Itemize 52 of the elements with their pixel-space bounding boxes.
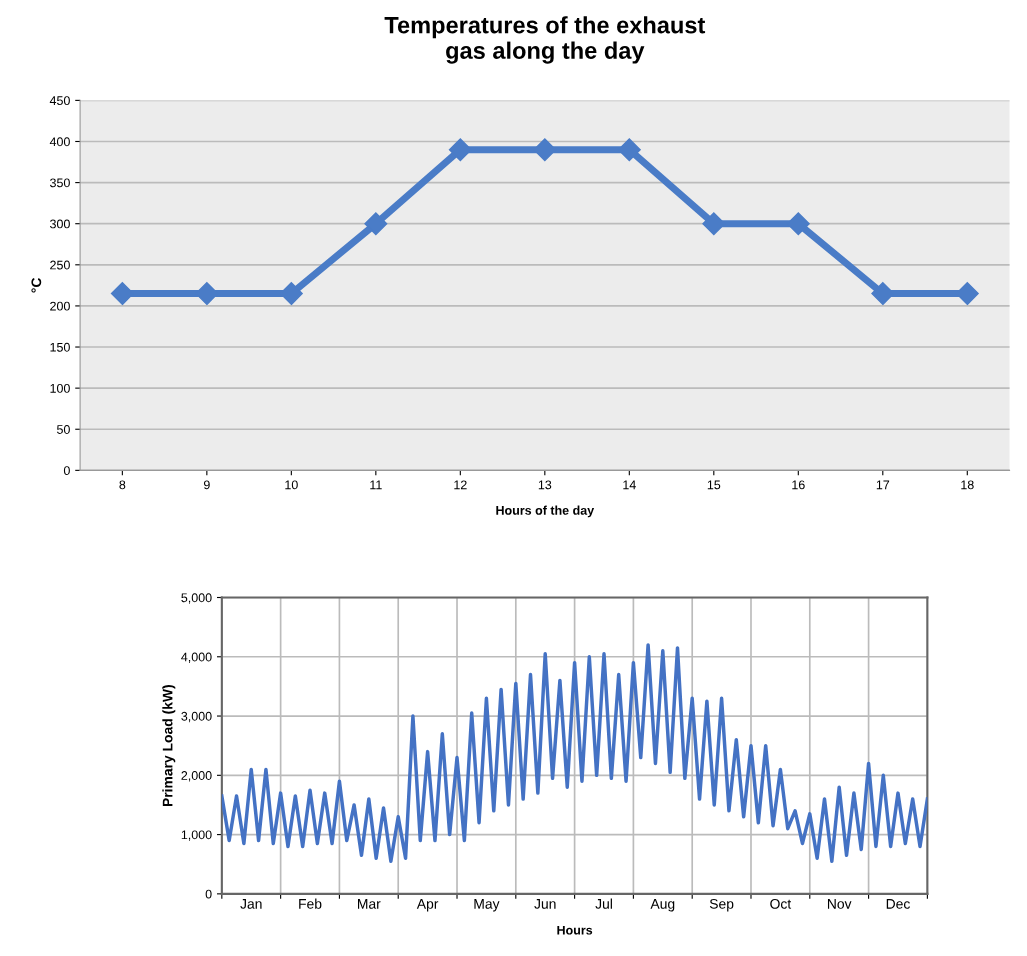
y-tick-label: 0 xyxy=(205,889,212,899)
x-tick-label: 11 xyxy=(370,480,382,490)
y-tick-label: 0 xyxy=(63,466,70,475)
x-tick-label: 17 xyxy=(876,480,890,490)
y-axis-title: °C xyxy=(31,277,42,293)
x-tick-label: Jul xyxy=(595,898,612,909)
point xyxy=(533,138,557,162)
y-tick-label: 400 xyxy=(49,137,70,147)
y-tick-label: 300 xyxy=(50,219,70,229)
x-tick-label: Jun xyxy=(534,899,556,909)
x-tick-label: 12 xyxy=(454,480,467,490)
x-tick-label: Dec xyxy=(886,899,910,909)
x-tick-label: 9 xyxy=(203,480,210,490)
y-tick-label: 3,000 xyxy=(181,711,212,723)
x-tick-label: 15 xyxy=(707,480,721,490)
point xyxy=(448,138,472,162)
x-tick-label: Jan xyxy=(240,899,262,909)
x-tick-label: 18 xyxy=(961,480,974,490)
x-tick-label: Apr xyxy=(416,899,439,912)
line-series xyxy=(221,643,928,863)
y-axis-title: Primary Load (kW) xyxy=(162,685,176,807)
y-tick-label: 4,000 xyxy=(181,652,212,663)
y-tick-label: 200 xyxy=(50,301,70,311)
x-tick-label: 8 xyxy=(119,480,126,490)
point xyxy=(702,212,726,236)
y-tick-label: 1,000 xyxy=(181,830,212,841)
y-tick-label: 5,000 xyxy=(181,593,212,604)
x-tick-label: Mar xyxy=(358,899,381,909)
point xyxy=(364,212,388,236)
y-tick-label: 50 xyxy=(56,425,70,434)
x-tick-label: Nov xyxy=(827,899,852,909)
x-tick-label: Feb xyxy=(299,898,322,909)
x-axis-title: Hours of the day xyxy=(496,505,595,518)
x-tick-label: 14 xyxy=(623,480,636,490)
y-tick-label: 2,000 xyxy=(181,771,212,782)
x-tick-label: 16 xyxy=(792,480,805,490)
point xyxy=(617,138,641,162)
y-tick-label: 350 xyxy=(50,178,70,188)
x-tick-label: Aug xyxy=(650,899,675,912)
x-tick-label: 10 xyxy=(285,480,298,490)
x-tick-label: May xyxy=(474,899,500,912)
y-tick-label: 100 xyxy=(50,383,70,393)
x-axis-title: Hours xyxy=(557,925,593,935)
x-tick-label: Sep xyxy=(709,898,734,912)
point xyxy=(110,282,134,306)
point xyxy=(786,212,810,236)
x-tick-label: 13 xyxy=(538,480,552,490)
chart-title: Temperatures of the exhaust gas along the day xyxy=(384,16,706,64)
x-tick-label: Oct xyxy=(770,898,792,909)
y-tick-label: 250 xyxy=(50,260,70,270)
y-tick-label: 150 xyxy=(50,342,70,352)
y-tick-label: 450 xyxy=(49,96,70,106)
